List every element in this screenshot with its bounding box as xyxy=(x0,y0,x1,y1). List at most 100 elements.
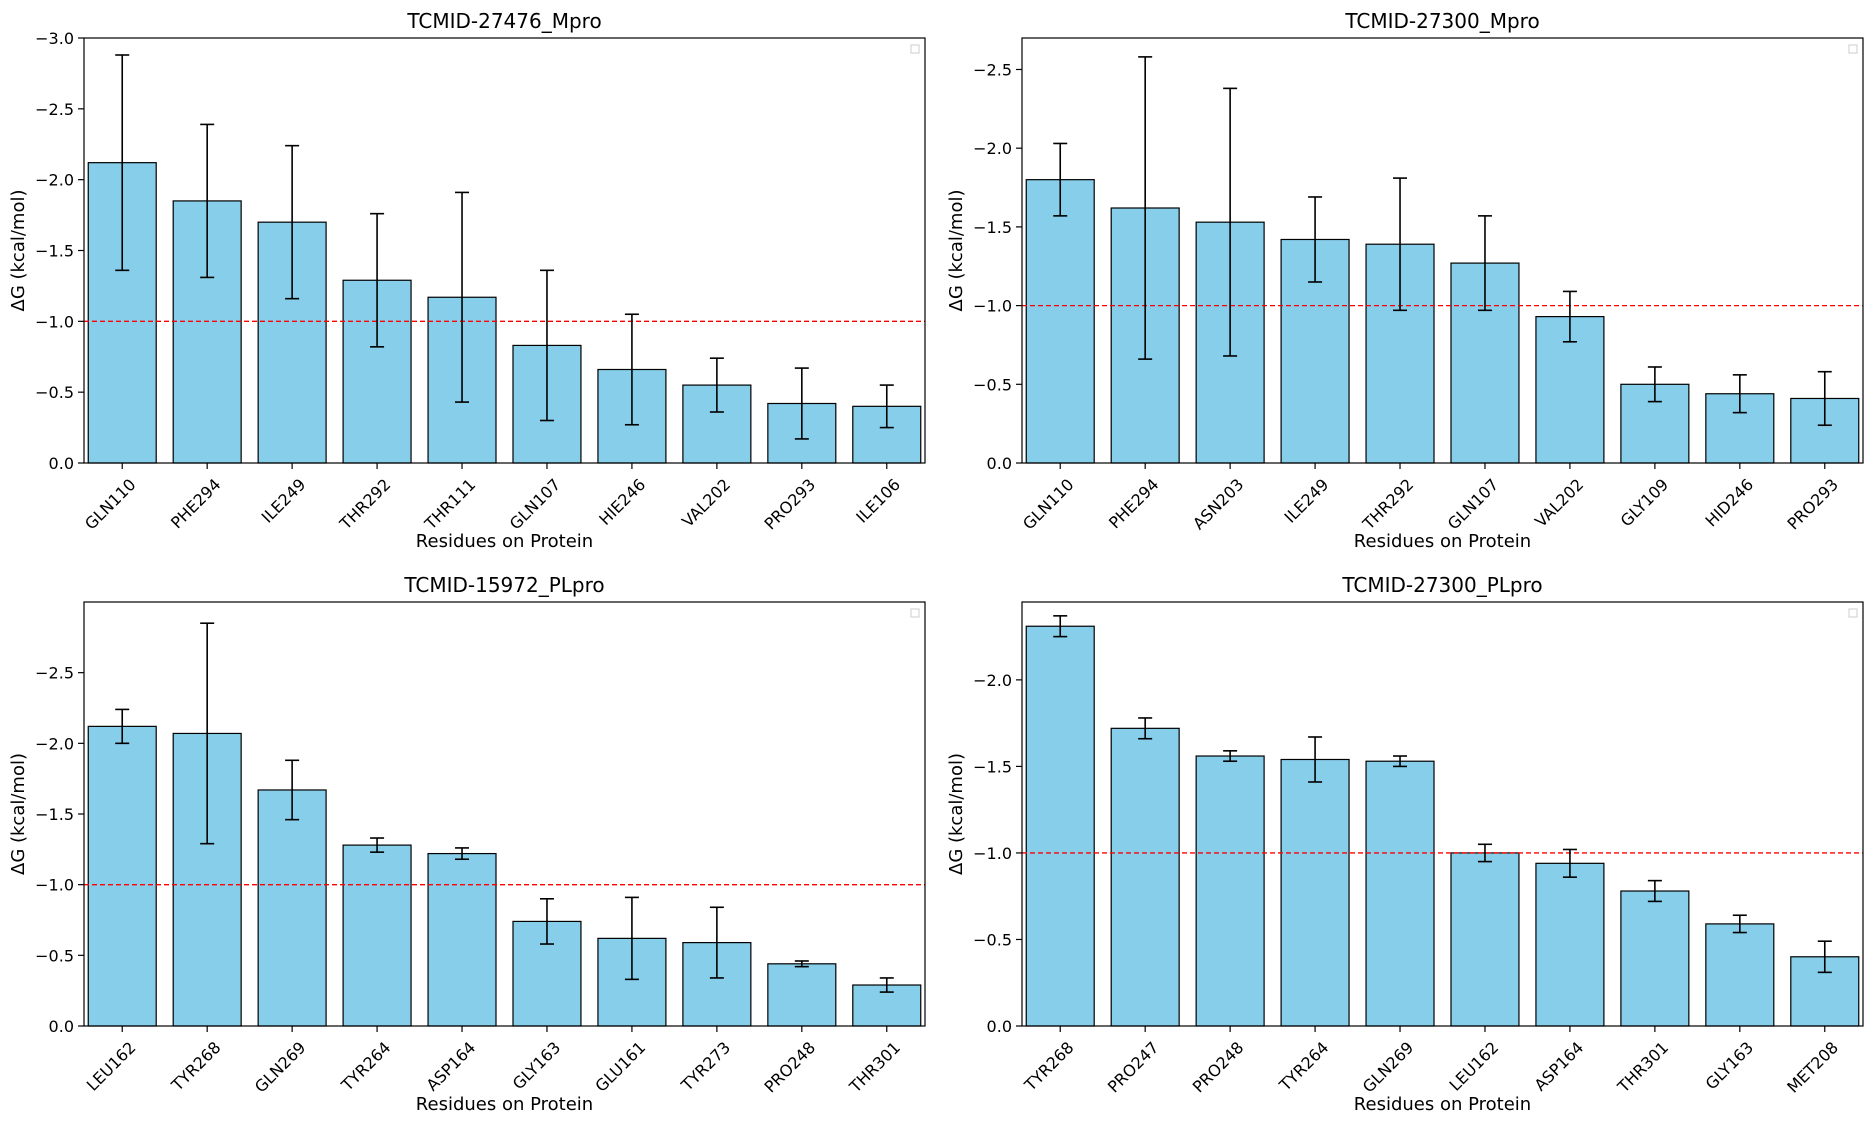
x-tick-label-thr301: THR301 xyxy=(1613,1038,1672,1097)
x-tick-label-gln269: GLN269 xyxy=(1359,1038,1418,1097)
y-tick-label: −2.0 xyxy=(35,734,74,753)
x-tick-label-phe294: PHE294 xyxy=(167,475,225,533)
x-tick-label-glu161: GLU161 xyxy=(591,1038,649,1096)
chart-panel-3: TCMID-15972_PLpro 0.0 −0.5 −1.0 −1.5 −2.0 −2.5… xyxy=(8,573,926,1115)
x-axis-label: Residues on Protein xyxy=(1354,1094,1531,1115)
x-axis-label: Residues on Protein xyxy=(416,531,593,552)
y-tick-label: −1.5 xyxy=(973,757,1012,776)
x-tick-label-val202: VAL202 xyxy=(678,475,734,531)
y-axis-label: ΔG (kcal/mol) xyxy=(8,190,29,312)
y-axis-label: ΔG (kcal/mol) xyxy=(946,190,967,312)
x-tick-label-gln107: GLN107 xyxy=(1444,475,1503,534)
y-tick-label: −0.5 xyxy=(35,383,74,402)
x-tick-label-pro248: PRO248 xyxy=(1189,1038,1248,1097)
x-tick-label-val202: VAL202 xyxy=(1531,475,1587,531)
plot-frame xyxy=(1021,37,1864,464)
x-tick-label-gln110: GLN110 xyxy=(1019,475,1078,534)
x-tick-label-phe294: PHE294 xyxy=(1105,475,1163,533)
bar-pro248 xyxy=(767,963,837,1027)
y-tick-label: −1.0 xyxy=(973,844,1012,863)
x-tick-label-thr292: THR292 xyxy=(335,475,394,534)
x-tick-label-gly109: GLY109 xyxy=(1617,475,1673,531)
chart-panel-2: TCMID-27300_Mpro 0.0 −0.5 −1.0 −1.5 −2.0 −2.5 G… xyxy=(946,9,1864,552)
x-tick-label-met208: MET208 xyxy=(1783,1038,1842,1097)
x-tick-label-thr301: THR301 xyxy=(845,1038,904,1097)
x-tick-label-tyr273: TYR273 xyxy=(677,1038,734,1095)
y-tick-label: −1.0 xyxy=(973,297,1012,316)
y-tick-label: −3.0 xyxy=(35,29,74,48)
y-tick-label: 0.0 xyxy=(987,454,1012,473)
x-tick-label-pro293: PRO293 xyxy=(761,475,820,534)
x-tick-label-tyr264: TYR264 xyxy=(337,1038,394,1095)
chart-title: TCMID-27300_Mpro xyxy=(1344,9,1539,33)
x-tick-label-asp164: ASP164 xyxy=(423,1038,480,1095)
y-tick-label: −2.0 xyxy=(973,671,1012,690)
y-tick-label: −1.0 xyxy=(35,876,74,895)
x-tick-label-gly163: GLY163 xyxy=(1702,1038,1758,1094)
x-tick-label-pro248: PRO248 xyxy=(761,1038,820,1097)
legend-box xyxy=(1848,608,1858,618)
x-tick-label-asn203: ASN203 xyxy=(1189,475,1247,533)
x-tick-label-gly163: GLY163 xyxy=(509,1038,565,1094)
bar-gln269 xyxy=(257,789,327,1027)
legend-box xyxy=(910,44,920,54)
y-tick-label: 0.0 xyxy=(49,1017,74,1036)
x-tick-label-gln269: GLN269 xyxy=(251,1038,310,1097)
y-tick-label: −1.5 xyxy=(35,805,74,824)
y-tick-label: −2.0 xyxy=(973,139,1012,158)
legend-box xyxy=(910,608,920,618)
legend-box xyxy=(1848,44,1858,54)
x-tick-label-hid246: HID246 xyxy=(1702,475,1758,531)
y-tick-label: 0.0 xyxy=(987,1017,1012,1036)
bar-pro247 xyxy=(1110,727,1180,1027)
chart-panel-1: TCMID-27476_Mpro 0.0 −0.5 −1.0 −1.5 −2.0 −2.5 −… xyxy=(8,9,926,552)
bar-gly163 xyxy=(1705,923,1775,1027)
bar-tyr268 xyxy=(1025,625,1095,1027)
y-axis-label: ΔG (kcal/mol) xyxy=(8,753,29,875)
bar-tyr264 xyxy=(1280,758,1350,1027)
chart-title: TCMID-27476_Mpro xyxy=(406,9,601,33)
bar-leu162 xyxy=(1450,852,1520,1027)
x-tick-label-thr111: THR111 xyxy=(420,475,479,534)
x-tick-label-tyr268: TYR268 xyxy=(167,1038,224,1095)
x-tick-label-tyr264: TYR264 xyxy=(1275,1038,1332,1095)
bar-gln269 xyxy=(1365,760,1435,1027)
x-tick-label-pro247: PRO247 xyxy=(1104,1038,1163,1097)
y-tick-label: −0.5 xyxy=(973,930,1012,949)
y-tick-label: −1.5 xyxy=(973,218,1012,237)
bar-leu162 xyxy=(87,725,157,1027)
chart-panel-4: TCMID-27300_PLpro 0.0 −0.5 −1.0 −1.5 −2.0 TYR2… xyxy=(946,573,1864,1115)
bar-tyr264 xyxy=(342,844,412,1027)
x-axis-label: Residues on Protein xyxy=(1354,531,1531,552)
x-tick-label-asp164: ASP164 xyxy=(1530,1038,1587,1095)
y-axis-label: ΔG (kcal/mol) xyxy=(946,753,967,875)
x-tick-label-thr292: THR292 xyxy=(1358,475,1417,534)
x-tick-label-ile249: ILE249 xyxy=(1281,475,1333,527)
x-tick-label-pro293: PRO293 xyxy=(1783,475,1842,534)
bar-gln110 xyxy=(1025,179,1095,464)
y-tick-label: −2.0 xyxy=(35,171,74,190)
x-tick-label-leu162: LEU162 xyxy=(83,1038,140,1095)
y-tick-label: −0.5 xyxy=(973,375,1012,394)
x-tick-label-ile249: ILE249 xyxy=(258,475,310,527)
plot-frame xyxy=(1021,601,1864,1027)
x-tick-label-gln107: GLN107 xyxy=(506,475,565,534)
x-tick-label-ile106: ILE106 xyxy=(852,475,904,527)
bar-thr301 xyxy=(1620,890,1690,1027)
x-tick-label-gln110: GLN110 xyxy=(81,475,140,534)
bar-asp164 xyxy=(427,852,497,1027)
y-tick-label: −2.5 xyxy=(35,100,74,119)
y-tick-label: −1.0 xyxy=(35,312,74,331)
bar-pro248 xyxy=(1195,755,1265,1027)
x-tick-label-leu162: LEU162 xyxy=(1446,1038,1503,1095)
y-tick-label: 0.0 xyxy=(49,454,74,473)
y-tick-label: −2.5 xyxy=(973,60,1012,79)
y-tick-label: −1.5 xyxy=(35,242,74,261)
x-tick-label-tyr268: TYR268 xyxy=(1020,1038,1077,1095)
y-tick-label: −2.5 xyxy=(35,664,74,683)
y-tick-label: −0.5 xyxy=(35,946,74,965)
x-tick-label-hie246: HIE246 xyxy=(595,475,649,529)
bar-asp164 xyxy=(1535,862,1605,1027)
chart-title: TCMID-27300_PLpro xyxy=(1341,573,1542,597)
